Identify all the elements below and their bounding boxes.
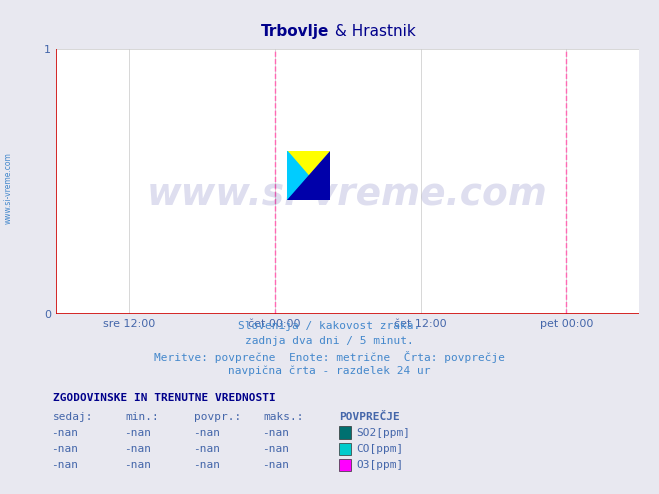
Text: O3[ppm]: O3[ppm] xyxy=(357,460,404,470)
Text: www.si-vreme.com: www.si-vreme.com xyxy=(3,152,13,224)
Text: povpr.:: povpr.: xyxy=(194,412,242,421)
Text: min.:: min.: xyxy=(125,412,159,421)
Text: maks.:: maks.: xyxy=(264,412,304,421)
Text: Meritve: povprečne  Enote: metrične  Črta: povprečje: Meritve: povprečne Enote: metrične Črta:… xyxy=(154,351,505,363)
Text: sedaj:: sedaj: xyxy=(53,412,93,421)
Text: SO2[ppm]: SO2[ppm] xyxy=(357,428,411,438)
Text: -nan: -nan xyxy=(124,444,150,454)
Bar xyxy=(339,426,351,439)
Text: -nan: -nan xyxy=(193,444,219,454)
Text: POVPREČJE: POVPREČJE xyxy=(339,412,400,421)
Text: & Hrastnik: & Hrastnik xyxy=(330,24,415,39)
Text: -nan: -nan xyxy=(193,460,219,470)
Text: -nan: -nan xyxy=(124,428,150,438)
Text: -nan: -nan xyxy=(51,428,78,438)
Polygon shape xyxy=(287,151,330,200)
Text: CO[ppm]: CO[ppm] xyxy=(357,444,404,454)
Text: navpična črta - razdelek 24 ur: navpična črta - razdelek 24 ur xyxy=(228,366,431,376)
Text: -nan: -nan xyxy=(262,444,289,454)
Text: zadnja dva dni / 5 minut.: zadnja dva dni / 5 minut. xyxy=(245,336,414,346)
Text: -nan: -nan xyxy=(51,460,78,470)
Bar xyxy=(339,459,351,471)
Text: Slovenija / kakovost zraka.: Slovenija / kakovost zraka. xyxy=(239,321,420,331)
Text: www.si-vreme.com: www.si-vreme.com xyxy=(147,177,548,213)
Text: -nan: -nan xyxy=(262,428,289,438)
Polygon shape xyxy=(287,151,330,200)
Polygon shape xyxy=(287,151,330,200)
Text: Trbovlje: Trbovlje xyxy=(261,24,330,39)
Text: ZGODOVINSKE IN TRENUTNE VREDNOSTI: ZGODOVINSKE IN TRENUTNE VREDNOSTI xyxy=(53,393,275,403)
Text: -nan: -nan xyxy=(193,428,219,438)
Text: -nan: -nan xyxy=(262,460,289,470)
Text: -nan: -nan xyxy=(51,444,78,454)
Text: -nan: -nan xyxy=(124,460,150,470)
Bar xyxy=(339,443,351,455)
